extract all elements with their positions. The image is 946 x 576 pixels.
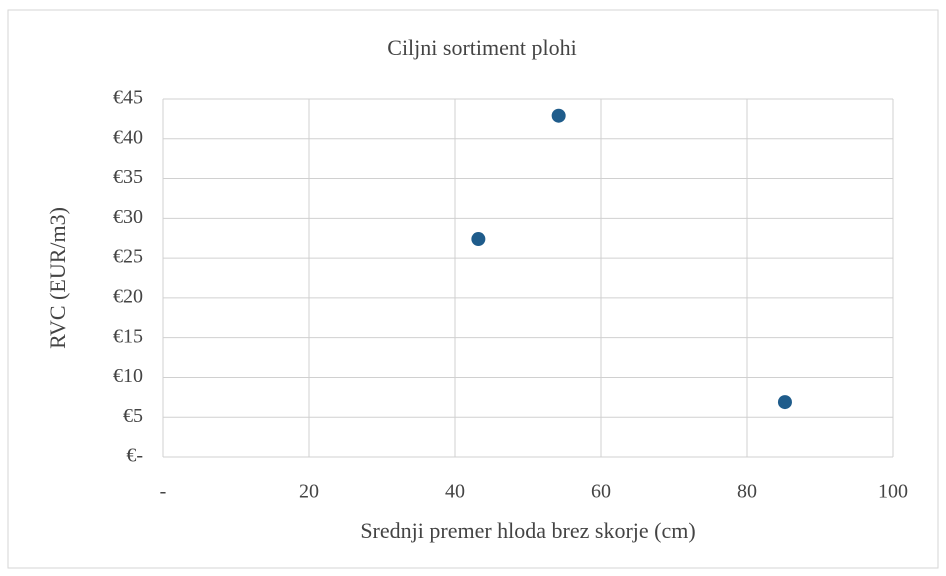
data-point: [471, 232, 486, 247]
y-axis-label: RVC (EUR/m3): [45, 207, 70, 349]
chart-border: [7, 9, 939, 569]
x-tick-label: 60: [591, 481, 611, 503]
y-tick-label: €15: [113, 325, 143, 347]
x-tick-label: 40: [445, 481, 465, 503]
x-tick-label: 20: [299, 481, 319, 503]
y-tick-label: €20: [113, 285, 143, 307]
y-tick-label: €10: [113, 365, 143, 387]
x-tick-label: 100: [878, 481, 908, 503]
y-tick-label: €30: [113, 206, 143, 228]
y-tick-label: €-: [126, 445, 143, 467]
chart-title: Ciljni sortiment plohi: [387, 35, 576, 60]
y-tick-label: €45: [113, 87, 143, 109]
y-tick-label: €5: [123, 405, 143, 427]
data-point: [551, 108, 566, 123]
data-point: [777, 395, 792, 410]
x-tick-label: 80: [737, 481, 757, 503]
x-tick-label: -: [160, 481, 167, 503]
y-tick-label: €35: [113, 166, 143, 188]
y-tick-label: €40: [113, 126, 143, 148]
y-tick-label: €25: [113, 246, 143, 268]
x-axis-label: Srednji premer hloda brez skorje (cm): [360, 518, 695, 543]
